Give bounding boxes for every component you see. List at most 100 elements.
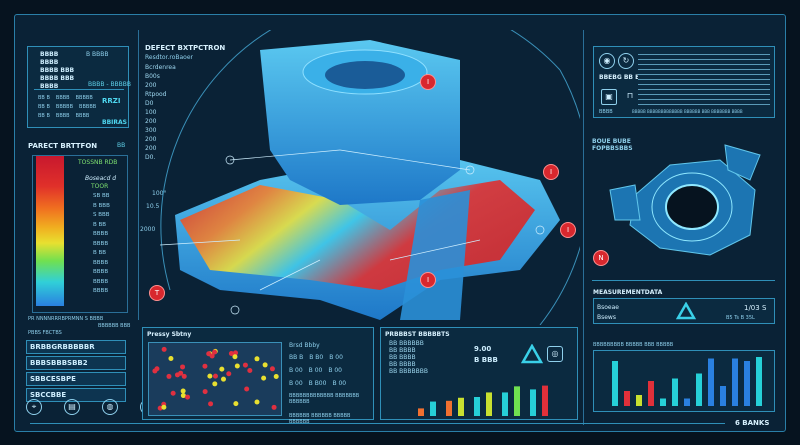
info-row: BBBB [40,59,59,66]
bar [660,398,666,406]
bar [648,381,654,406]
list-item[interactable]: SBBCESBPE [26,372,126,386]
right-bar-chart [612,357,762,406]
bar [624,391,630,406]
legend-footer: PR NNNNRRRBPRMNN S BBBB [28,316,104,322]
defect-point [185,394,191,400]
part-wireframe-model[interactable] [600,130,770,260]
table-row: BB B BBBB BBBB [38,113,96,119]
defect-point [269,366,275,372]
note: BBBBBBBBBBBBB BBBBBBB BBBBBB [289,393,360,405]
camera-icon[interactable]: ▣ [601,89,617,105]
bar [542,385,548,416]
legend-note: BBBBBB BBB [98,323,131,329]
bar [418,408,424,416]
defect-marker[interactable]: I [420,74,436,90]
defect-marker[interactable]: I [543,164,559,180]
defect-point [161,404,167,410]
result-row: BB BBBB [389,354,416,361]
label-item: 200 [145,82,157,89]
defect-3d-model[interactable] [140,30,580,325]
legend-cell: B 00 [329,354,343,361]
label-item: 200 [145,136,157,143]
label-item: B00s [145,73,160,80]
result-row: BB BBBBBB [389,340,424,347]
defect-point [254,399,260,405]
legend-value: B BB [93,221,107,228]
legend-row: BB B B B0 B 00 [289,354,371,361]
legend-cell: B B0 [309,354,324,361]
info-row: BBBB BBB [40,67,75,74]
defect-point [202,389,208,395]
legend-title: Brsd Bbby [289,342,320,349]
panel-title: PRBBBST BBBBBTS [385,331,450,338]
right-info-panel: ◉ ↻ BBEBG BB BB ▣ ⊓ BBBB BBBBB BBBBBBBBB… [593,46,775,118]
defect-marker[interactable]: N [593,250,609,266]
bar [502,392,508,416]
defect-point [152,368,158,374]
bar [612,361,618,406]
info-row: BBBB [40,83,59,90]
list-item[interactable]: BBBSBBBSBB2 [26,356,126,370]
measurement-label: Bsews [597,314,616,321]
right-foot: BBBB [599,109,613,115]
legend-value: BBBB [93,231,109,237]
defect-point [262,362,268,368]
location-icon[interactable]: ⌖ [26,399,42,415]
defect-point [180,393,186,399]
defect-scatter-map[interactable] [148,342,282,416]
defect-point [232,354,238,360]
legend-value: BBBB [93,278,109,285]
measurement-title: MEASUREMENTDATA [593,289,663,296]
table-row: BB B BBBBB BBBBB [38,104,96,110]
defect-point [208,401,214,407]
defect-point [234,363,240,369]
table-cell: BB B [38,104,50,110]
badge-icon[interactable]: ◍ [102,399,118,415]
defect-point [212,349,218,355]
bar [474,397,480,416]
defect-point [233,350,239,356]
defect-point [168,356,174,362]
legend-value: BBBB [93,288,109,294]
defect-marker[interactable]: T [149,285,165,301]
legend-cell: B B00 [308,380,327,387]
footnote: BBBBBB BBBBBB BBBBB BBBBBB [289,413,351,425]
bar [744,361,750,406]
legend-row: B 00 B B00 B 00 [289,380,371,387]
table-cell: BBBB [75,113,90,119]
bar [732,358,738,406]
legend-tag: BB [117,142,126,149]
defect-marker[interactable]: I [560,222,576,238]
table-row: BB B BBBB BBBBB [38,95,96,101]
list-item[interactable]: BRBBGRBBBBBR [26,340,126,354]
bar [530,389,536,416]
bar [672,378,678,406]
page-title: DEFECT BXTPCTRON [145,44,226,52]
bar [430,401,436,416]
model-label: FOPBBSBBS [592,145,633,152]
defect-point [219,366,225,372]
label-item: 200 [145,118,157,125]
legend-sub: Boseacd d [85,175,117,182]
legend-value: BBBB [93,259,109,266]
defect-point [181,373,187,379]
measurement-value: 1/03 S [744,304,767,312]
gauge-icon[interactable]: ◎ [547,346,563,362]
defect-point [271,404,277,410]
top-right-label: B BBBB [86,51,109,58]
document-icon[interactable]: ▤ [64,399,80,415]
defect-point [247,368,253,374]
model-label: BOUE BUBE [592,138,631,145]
label-item: 100 [145,109,157,116]
bar [756,357,762,406]
refresh-icon[interactable]: ↻ [618,53,634,69]
label-item: 300 [145,127,157,134]
measurement-label: Bsoeae [597,304,619,311]
label-item: D0. [145,154,156,161]
defect-point [244,386,250,392]
defect-point [220,376,226,382]
defect-point [207,373,213,379]
defect-marker[interactable]: I [420,272,436,288]
